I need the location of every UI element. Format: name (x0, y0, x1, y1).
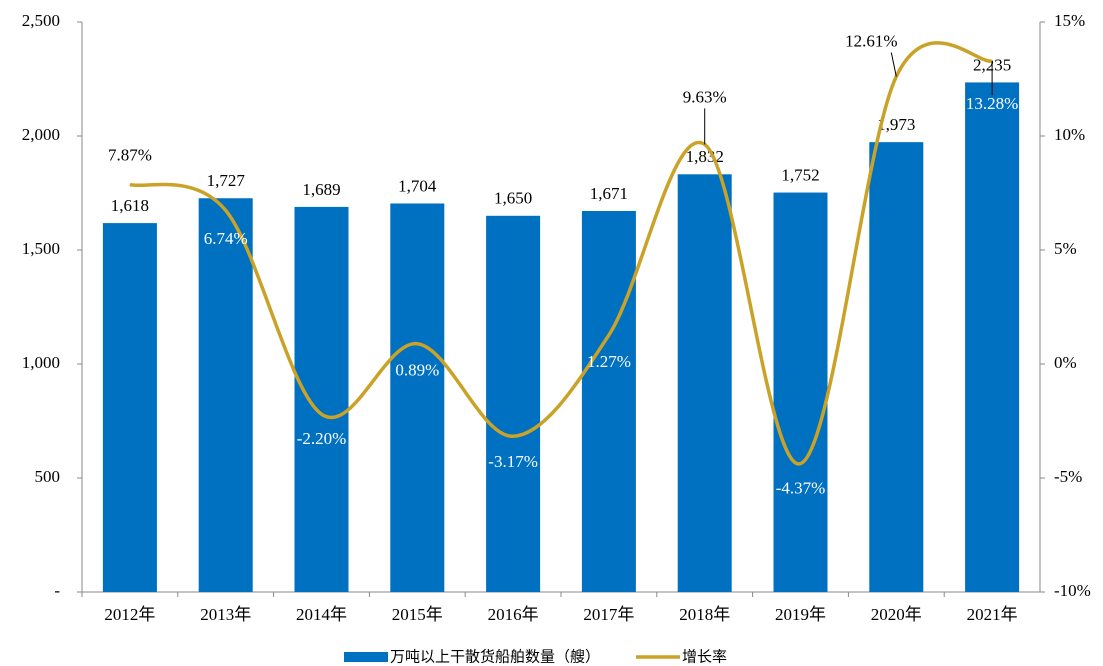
legend-swatch (344, 652, 388, 662)
bar (102, 223, 157, 592)
bar-value-label: 1,671 (590, 184, 628, 203)
x-tick-label: 2017年 (583, 605, 634, 624)
x-tick-label: 2015年 (392, 605, 443, 624)
line-value-label: 7.87% (108, 145, 152, 164)
bar (581, 211, 636, 592)
bar-value-label: 1,752 (781, 165, 819, 184)
line (129, 41, 993, 466)
bar (677, 174, 732, 592)
line-value-label: 9.63% (683, 87, 727, 106)
line-value-label: -2.20% (297, 429, 347, 448)
bar (294, 206, 349, 592)
x-tick-label: 2016年 (488, 605, 539, 624)
bar-value-label: 1,618 (111, 196, 149, 215)
x-tick-label: 2012年 (104, 605, 155, 624)
x-tick-label: 2014年 (296, 605, 347, 624)
bar (869, 142, 924, 592)
bar (390, 203, 445, 592)
y2-tick-label: 10% (1054, 125, 1085, 144)
y-tick-label: 2,500 (22, 11, 60, 30)
line-value-label: 0.89% (395, 361, 439, 380)
y-tick-label: 1,000 (22, 353, 60, 372)
y2-tick-label: -5% (1054, 467, 1082, 486)
x-tick-label: 2021年 (967, 605, 1018, 624)
y-tick-label: 1,500 (22, 239, 60, 258)
bar (773, 192, 828, 592)
x-tick-label: 2013年 (200, 605, 251, 624)
line-value-label: -4.37% (776, 479, 826, 498)
legend: 万吨以上干散货船舶数量（艘） 增长率 (344, 648, 727, 666)
bar (965, 82, 1020, 593)
bar-value-label: 1,650 (494, 189, 532, 208)
leader-line (890, 52, 897, 77)
y2-tick-label: 15% (1054, 11, 1085, 30)
bar (198, 198, 253, 592)
bar-value-label: 1,727 (207, 171, 246, 190)
line-value-label: 6.74% (204, 229, 248, 248)
y-tick-label: 500 (35, 467, 61, 486)
y-tick-label: - (54, 581, 60, 600)
y-tick-label: 2,000 (22, 125, 60, 144)
line-value-label: 1.27% (587, 352, 631, 371)
bar-value-label: 1,832 (686, 147, 724, 166)
line-value-label: 13.28% (966, 94, 1018, 113)
bar (486, 215, 541, 593)
bar-value-label: 1,973 (877, 115, 915, 134)
legend-label: 万吨以上干散货船舶数量（艘） (390, 648, 600, 666)
x-tick-label: 2020年 (871, 605, 922, 624)
line-value-label: 12.61% (845, 31, 897, 50)
bar-value-label: 1,689 (302, 180, 340, 199)
x-tick-label: 2018年 (679, 605, 730, 624)
y2-tick-label: 5% (1054, 239, 1077, 258)
y2-tick-label: 0% (1054, 353, 1077, 372)
x-tick-label: 2019年 (775, 605, 826, 624)
bar-value-label: 1,704 (398, 176, 437, 195)
line-value-label: -3.17% (488, 452, 538, 471)
legend-label: 增长率 (682, 648, 727, 666)
y2-tick-label: -10% (1054, 581, 1091, 600)
